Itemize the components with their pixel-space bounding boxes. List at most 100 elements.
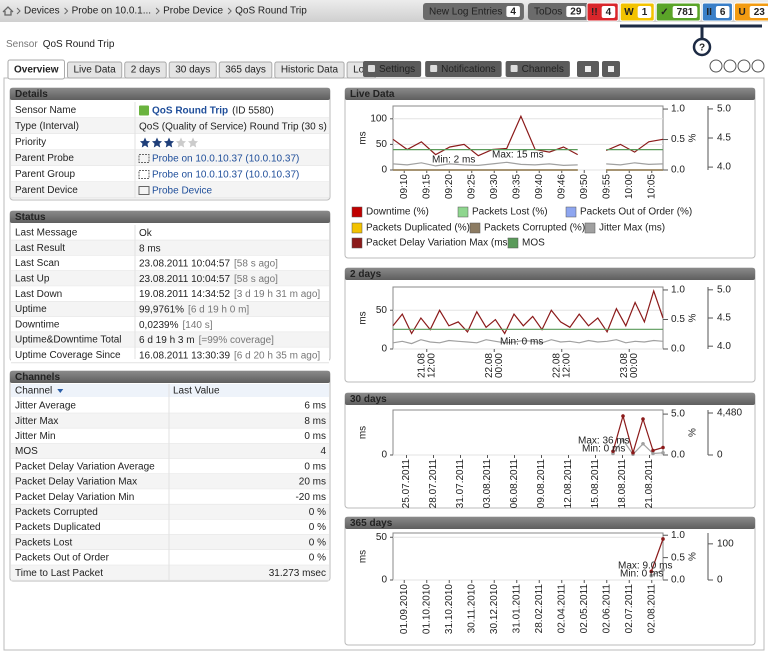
status-count[interactable]: !! 4 — [586, 2, 619, 22]
legend-label[interactable]: Packets Lost (%) — [472, 207, 548, 218]
value-text: Probe on 10.0.10.37 (10.0.10.37) — [152, 169, 299, 180]
row-value: QoS (Quality of Service) Round Trip (30 … — [139, 121, 327, 132]
tool-icon[interactable] — [751, 59, 765, 73]
table-row — [11, 225, 329, 241]
help-icon[interactable]: ? — [699, 43, 705, 54]
legend-label[interactable]: MOS — [522, 238, 545, 249]
x-tick-label: 06.08.2011 — [509, 459, 520, 509]
status-count[interactable]: ✓ 781 — [655, 2, 701, 22]
y-tick-label: 50 — [376, 305, 388, 316]
table-row — [11, 413, 329, 429]
x-tick-label: 01.10.2010 — [421, 584, 432, 634]
legend-label[interactable]: Packets Corrupted (%) — [484, 223, 585, 234]
table-row — [11, 332, 329, 348]
legend-label[interactable]: Packets Duplicated (%) — [366, 223, 470, 234]
row-label: Parent Device — [15, 185, 78, 196]
status-count-value: 4 — [606, 7, 612, 18]
table-row — [11, 398, 329, 414]
breadcrumb-separator — [227, 7, 232, 15]
value-text: 19.08.2011 14:34:52 — [139, 289, 230, 300]
value-text: 8 ms — [139, 243, 161, 254]
y-axis-unit: ms — [358, 311, 369, 324]
legend-label[interactable]: Downtime (%) — [366, 207, 429, 218]
y2-tick-label: 0.5 — [671, 552, 685, 563]
tool-icon[interactable] — [723, 59, 737, 73]
row-value[interactable]: Probe on 10.0.10.37 (10.0.10.37) — [152, 153, 299, 164]
breadcrumb-item[interactable]: Probe on 10.0.1... — [72, 6, 152, 17]
y2-axis-unit: % — [688, 552, 699, 561]
tab[interactable]: Live Data — [66, 61, 123, 79]
title-name: QoS Round Trip — [43, 39, 115, 50]
status-icon: ✓ — [660, 7, 668, 18]
action-button[interactable]: Notifications — [425, 61, 502, 77]
action-bg — [425, 61, 502, 77]
panel-header — [345, 88, 755, 100]
x-tick-label: 31.07.2011 — [455, 459, 466, 509]
row-value[interactable]: QoS Round Trip (ID 5580) — [152, 105, 274, 116]
status-count[interactable]: U 23 — [733, 2, 768, 22]
table-row — [11, 489, 329, 505]
annotation: Max: 36 ms — [578, 436, 630, 447]
tab[interactable]: 2 days — [124, 61, 167, 79]
y2-tick-label: 0.5 — [671, 314, 685, 325]
legend-swatch — [457, 206, 469, 218]
status-count[interactable]: II 6 — [701, 2, 733, 22]
y3-tick-label: 4.0 — [717, 341, 731, 352]
x-tick-label: 03.08.2011 — [482, 459, 493, 509]
title-prefix: Sensor — [6, 39, 38, 50]
x-tick-label: 09:30 — [489, 174, 500, 199]
badge-count: 29 — [570, 7, 582, 18]
tab[interactable]: 365 days — [218, 61, 273, 79]
tab[interactable]: Overview — [7, 59, 65, 80]
top-button[interactable]: ToDos 29 — [527, 3, 590, 20]
status-count-bg — [672, 6, 698, 18]
legend-label[interactable]: Packets Out of Order (%) — [580, 207, 692, 218]
action-label: Settings — [379, 64, 415, 75]
breadcrumb-item[interactable]: Probe Device — [163, 6, 223, 17]
tool-icon[interactable] — [709, 59, 723, 73]
row-value[interactable]: Probe Device — [152, 185, 212, 196]
series-point — [621, 438, 625, 442]
top-button[interactable]: New Log Entries 4 — [423, 3, 524, 20]
row-value: 16.08.2011 13:30:39 [6 d 20 h 35 m ago] — [139, 350, 320, 361]
tool-icon[interactable] — [737, 59, 751, 73]
annotation: Max: 15 ms — [492, 150, 544, 161]
tab[interactable]: Historic Data — [274, 61, 345, 79]
series-line — [392, 114, 664, 157]
tab-bg — [168, 61, 217, 79]
tab[interactable]: 30 days — [168, 61, 217, 79]
x-tick-label: 31.01.2011 — [511, 584, 522, 634]
panel-title: 2 days — [350, 269, 382, 280]
action-button[interactable]: Settings — [363, 61, 422, 77]
x-tick-label: 28.02.2011 — [534, 584, 545, 634]
breadcrumb-item[interactable]: Devices — [24, 6, 60, 17]
series-point — [661, 567, 665, 572]
panel-header — [10, 211, 330, 223]
row-value[interactable]: Probe on 10.0.10.37 (10.0.10.37) — [152, 169, 299, 180]
tab-label: 365 days — [225, 65, 266, 76]
x-tick-label: 09:50 — [579, 174, 590, 199]
channel-name: Jitter Min — [15, 431, 56, 442]
panel-header — [345, 268, 755, 280]
x-tick-label: 02.07.2011 — [624, 584, 635, 634]
x-tick-label: 00:00 — [494, 353, 505, 378]
badge-count: 4 — [510, 7, 516, 18]
badge-bg — [566, 6, 586, 17]
legend-label[interactable]: Packet Delay Variation Max (ms) — [366, 238, 511, 249]
tab-label: 2 days — [131, 65, 160, 76]
channel-value: 0 ms — [304, 431, 326, 442]
column-heading[interactable]: Last Value — [173, 386, 220, 397]
breadcrumb-item[interactable]: QoS Round Trip — [235, 6, 307, 17]
priority-star — [152, 137, 162, 148]
y2-tick-label: 0.0 — [671, 165, 685, 176]
column-heading[interactable]: Channel — [15, 386, 52, 397]
row-label: Last Result — [15, 243, 65, 254]
table-row — [11, 534, 329, 550]
legend-label[interactable]: Jitter Max (ms) — [599, 223, 665, 234]
series-point — [649, 573, 654, 578]
row-label: Last Message — [15, 228, 78, 239]
status-count-value: 1 — [642, 7, 648, 18]
panel-header — [345, 393, 755, 405]
action-button[interactable]: Channels — [505, 61, 570, 77]
